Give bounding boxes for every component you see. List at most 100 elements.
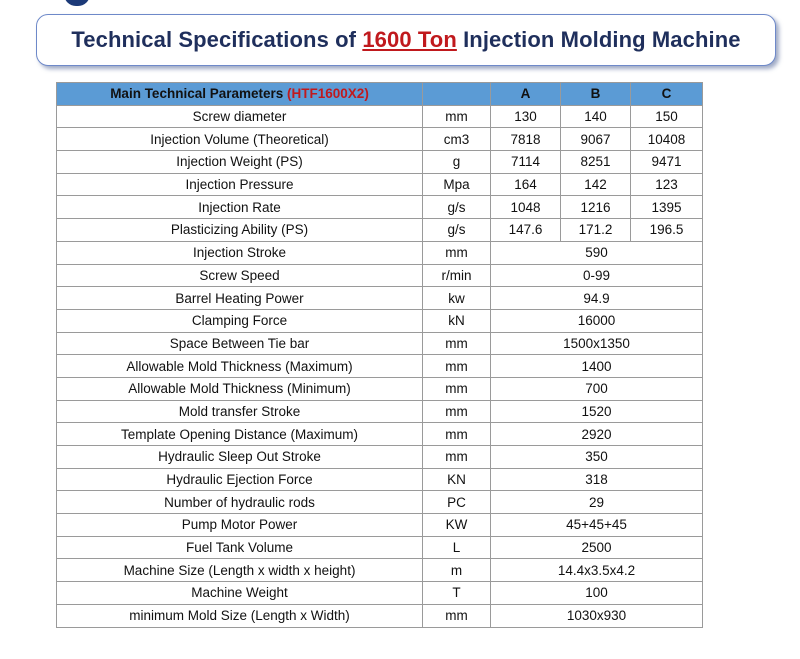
unit-cell: mm	[422, 376, 491, 401]
unit-cell: T	[422, 581, 491, 605]
table-row: Hydraulic Sleep Out Stroke mm 350	[56, 445, 703, 469]
parameter-cell: Injection Stroke	[56, 240, 423, 265]
value-cell: 16000	[490, 308, 703, 333]
table-row: Clamping Force kN 16000	[56, 308, 703, 333]
value-b-cell: 140	[560, 104, 631, 129]
value-b-cell: 8251	[560, 150, 631, 174]
parameter-cell: minimum Mold Size (Length x Width)	[56, 603, 423, 628]
table-row: Injection Stroke mm 590	[56, 240, 703, 265]
value-c-cell: 196.5	[630, 218, 703, 242]
value-b-cell: 1216	[560, 195, 631, 220]
parameter-cell: Injection Pressure	[56, 172, 423, 197]
value-b-cell: 171.2	[560, 218, 631, 242]
table-row: Injection Rate g/s 1048 1216 1395	[56, 195, 703, 220]
table-row: Plasticizing Ability (PS) g/s 147.6 171.2 19…	[56, 218, 703, 242]
value-a-cell: 1048	[490, 195, 561, 220]
value-c-cell: 123	[630, 172, 703, 197]
table-row: Mold transfer Stroke mm 1520	[56, 399, 703, 424]
parameter-cell: Screw diameter	[56, 104, 423, 129]
value-cell: 1400	[490, 354, 703, 378]
unit-cell: mm	[422, 399, 491, 424]
value-cell: 0-99	[490, 263, 703, 288]
unit-cell: L	[422, 535, 491, 560]
header-model-code: (HTF1600X2)	[287, 86, 369, 102]
spec-table: Main Technical Parameters (HTF1600X2) A …	[56, 82, 703, 628]
table-row: Number of hydraulic rods PC 29	[56, 490, 703, 515]
parameter-cell: Mold transfer Stroke	[56, 399, 423, 424]
header-parameter-label: Main Technical Parameters	[110, 86, 284, 102]
unit-cell: r/min	[422, 263, 491, 288]
table-row: Injection Weight (PS) g 7114 8251 9471	[56, 150, 703, 174]
table-row: Space Between Tie bar mm 1500x1350	[56, 331, 703, 356]
unit-cell: mm	[422, 422, 491, 446]
unit-cell: g/s	[422, 195, 491, 220]
unit-cell: mm	[422, 331, 491, 356]
unit-cell: mm	[422, 445, 491, 469]
value-cell: 318	[490, 467, 703, 492]
parameter-cell: Template Opening Distance (Maximum)	[56, 422, 423, 446]
table-row: Allowable Mold Thickness (Maximum) mm 1400	[56, 354, 703, 378]
header-col-b: B	[560, 82, 631, 106]
unit-cell: Mpa	[422, 172, 491, 197]
parameter-cell: Fuel Tank Volume	[56, 535, 423, 560]
parameter-cell: Hydraulic Sleep Out Stroke	[56, 445, 423, 469]
unit-cell: kN	[422, 308, 491, 333]
unit-cell: KW	[422, 513, 491, 537]
parameter-cell: Allowable Mold Thickness (Maximum)	[56, 354, 423, 378]
parameter-cell: Screw Speed	[56, 263, 423, 288]
parameter-cell: Pump Motor Power	[56, 513, 423, 537]
parameter-cell: Machine Weight	[56, 581, 423, 605]
parameter-cell: Injection Weight (PS)	[56, 150, 423, 174]
value-cell: 14.4x3.5x4.2	[490, 558, 703, 583]
value-a-cell: 147.6	[490, 218, 561, 242]
table-row: Allowable Mold Thickness (Minimum) mm 700	[56, 376, 703, 401]
parameter-cell: Clamping Force	[56, 308, 423, 333]
parameter-cell: Injection Volume (Theoretical)	[56, 127, 423, 152]
table-row: Screw diameter mm 130 140 150	[56, 104, 703, 129]
value-cell: 1030x930	[490, 603, 703, 628]
table-row: minimum Mold Size (Length x Width) mm 1030…	[56, 603, 703, 628]
table-header-row: Main Technical Parameters (HTF1600X2) A …	[56, 82, 703, 106]
value-cell: 100	[490, 581, 703, 605]
parameter-cell: Barrel Heating Power	[56, 286, 423, 310]
table-row: Injection Pressure Mpa 164 142 123	[56, 172, 703, 197]
unit-cell: mm	[422, 240, 491, 265]
table-row: Machine Weight T 100	[56, 581, 703, 605]
value-cell: 29	[490, 490, 703, 515]
parameter-cell: Hydraulic Ejection Force	[56, 467, 423, 492]
value-cell: 2920	[490, 422, 703, 446]
table-row: Fuel Tank Volume L 2500	[56, 535, 703, 560]
title-suffix: Injection Molding Machine	[463, 27, 741, 52]
table-row: Machine Size (Length x width x height) m 1…	[56, 558, 703, 583]
value-b-cell: 142	[560, 172, 631, 197]
value-cell: 2500	[490, 535, 703, 560]
unit-cell: mm	[422, 104, 491, 129]
unit-cell: g/s	[422, 218, 491, 242]
value-c-cell: 10408	[630, 127, 703, 152]
value-cell: 1500x1350	[490, 331, 703, 356]
unit-cell: cm3	[422, 127, 491, 152]
value-c-cell: 150	[630, 104, 703, 129]
value-a-cell: 164	[490, 172, 561, 197]
unit-cell: KN	[422, 467, 491, 492]
value-cell: 590	[490, 240, 703, 265]
header-unit-cell	[422, 82, 491, 106]
unit-cell: mm	[422, 603, 491, 628]
value-cell: 1520	[490, 399, 703, 424]
value-cell: 94.9	[490, 286, 703, 310]
value-c-cell: 9471	[630, 150, 703, 174]
unit-cell: g	[422, 150, 491, 174]
table-row: Barrel Heating Power kw 94.9	[56, 286, 703, 310]
table-row: Hydraulic Ejection Force KN 318	[56, 467, 703, 492]
page-title: Technical Specifications of 1600 Ton Inj…	[71, 27, 740, 53]
parameter-cell: Injection Rate	[56, 195, 423, 220]
value-a-cell: 130	[490, 104, 561, 129]
table-row: Template Opening Distance (Maximum) mm 292…	[56, 422, 703, 446]
title-prefix: Technical Specifications of	[71, 27, 357, 52]
title-banner: Technical Specifications of 1600 Ton Inj…	[36, 14, 776, 66]
parameter-cell: Allowable Mold Thickness (Minimum)	[56, 376, 423, 401]
value-cell: 700	[490, 376, 703, 401]
value-cell: 45+45+45	[490, 513, 703, 537]
value-c-cell: 1395	[630, 195, 703, 220]
parameter-cell: Space Between Tie bar	[56, 331, 423, 356]
